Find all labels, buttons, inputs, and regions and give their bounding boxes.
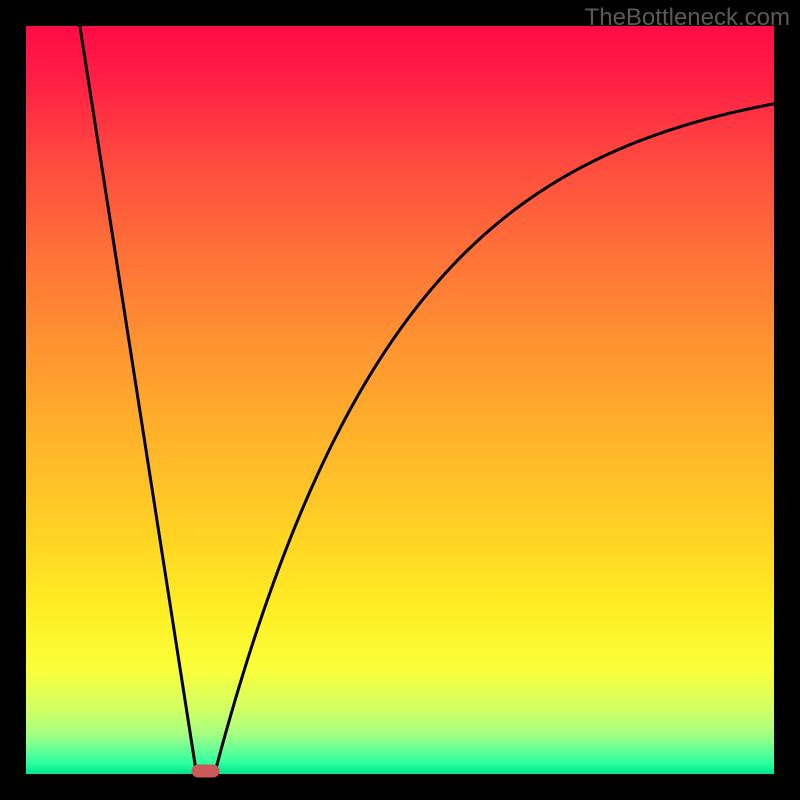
chart-stage: TheBottleneck.com	[0, 0, 800, 800]
bottleneck-marker	[192, 765, 220, 778]
bottleneck-chart-svg	[0, 0, 800, 800]
attribution-text: TheBottleneck.com	[585, 4, 790, 32]
